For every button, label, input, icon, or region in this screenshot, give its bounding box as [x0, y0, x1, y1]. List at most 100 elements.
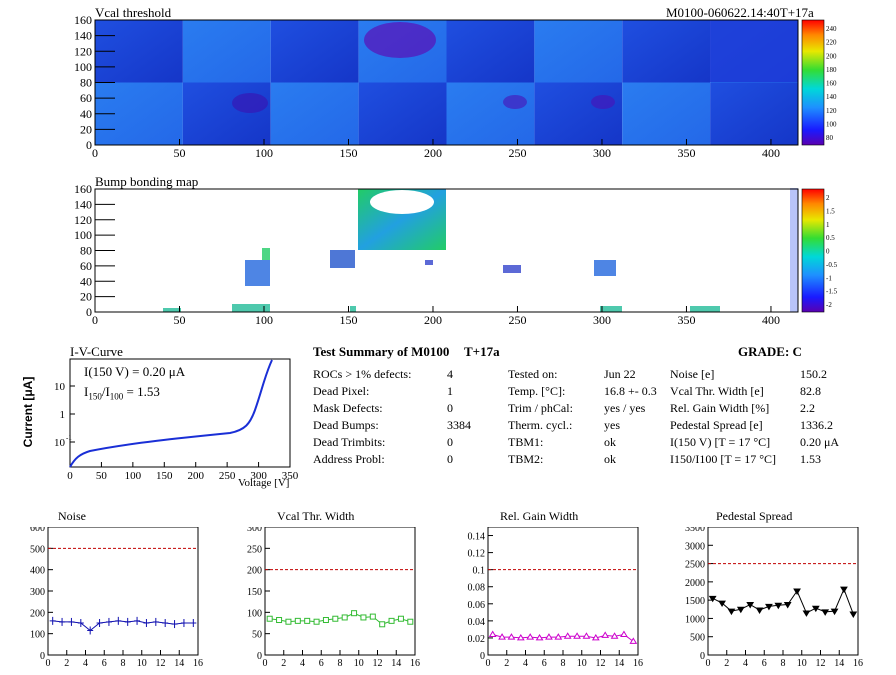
- data-point: [755, 607, 764, 614]
- iv-y-tick-exponent: -1: [66, 434, 72, 442]
- series-line: [712, 587, 854, 615]
- series-line: [52, 620, 194, 632]
- y-tick-label: 200: [247, 566, 262, 577]
- x-tick-label: 14: [174, 658, 184, 669]
- iv-x-tick-label: 50: [96, 470, 108, 482]
- iv-x-tick-label: 100: [125, 470, 142, 482]
- y-tick-label: 400: [30, 566, 45, 577]
- x-tick-label: 50: [173, 146, 185, 160]
- roc-plot-title: Pedestal Spread: [716, 509, 793, 523]
- iv-y-tick-label: 10: [54, 437, 66, 449]
- data-point: [304, 617, 311, 624]
- y-tick-label: 0.06: [468, 600, 486, 611]
- bump-cluster: [232, 304, 270, 312]
- y-tick-label: 500: [30, 544, 45, 555]
- roc-plot: 0 2 4 6 8 10 12 14 16 0 100 200 300 400 500 600: [30, 527, 203, 669]
- vcal-roc-tile: [534, 20, 623, 83]
- summary-value: 16.8 +- 0.3: [604, 384, 657, 398]
- x-tick-label: 8: [781, 658, 786, 669]
- bump-map-plot: 0 50 100 150 200 250 300 350 4000204060801001201…: [74, 182, 838, 327]
- bump-cluster: [594, 260, 616, 276]
- y-tick-label: 250: [247, 544, 262, 555]
- data-point: [610, 632, 619, 639]
- y-tick-label: 140: [74, 197, 92, 211]
- summary-label: TBM2:: [508, 452, 544, 466]
- y-tick-label: 100: [30, 630, 45, 641]
- x-tick-label: 4: [523, 658, 528, 669]
- summary-value: 0: [447, 452, 453, 466]
- bump-white-blob: [370, 190, 434, 214]
- vcal-palette: [801, 19, 825, 146]
- data-point: [516, 633, 525, 641]
- data-point: [783, 602, 792, 609]
- x-tick-label: 16: [410, 658, 420, 669]
- x-tick-label: 8: [121, 658, 126, 669]
- data-point: [573, 632, 581, 639]
- data-point: [535, 633, 544, 641]
- summary-value: 3384: [447, 418, 471, 432]
- data-point: [582, 632, 591, 639]
- x-tick-label: 16: [853, 658, 863, 669]
- x-tick-label: 12: [816, 658, 826, 669]
- vcal-hot-region: [364, 22, 436, 58]
- y-tick-label: 0: [480, 651, 485, 662]
- data-point: [294, 617, 301, 624]
- x-tick-label: 6: [762, 658, 767, 669]
- summary-label: Therm. cycl.:: [508, 418, 573, 432]
- palette-tick-label: 1.5: [826, 207, 835, 215]
- summary-value: 0.20 μA: [800, 435, 840, 449]
- roc-plot-frame: [264, 527, 416, 656]
- data-point: [765, 603, 773, 611]
- data-point: [591, 633, 600, 641]
- palette-tick-label: 200: [826, 52, 837, 60]
- iv-ratio-sub2: 100: [109, 391, 124, 402]
- vcal-map-title: Vcal threshold: [95, 5, 172, 20]
- summary-label: I(150 V) [T = 17 °C]: [670, 435, 771, 449]
- x-tick-label: 6: [319, 658, 324, 669]
- y-tick-label: 140: [74, 29, 92, 43]
- palette-tick-label: 2: [826, 194, 830, 202]
- x-tick-label: 6: [542, 658, 547, 669]
- summary-label: Mask Defects:: [313, 401, 383, 415]
- x-tick-label: 350: [677, 146, 695, 160]
- bump-cluster: [350, 306, 356, 312]
- y-tick-label: 0.1: [473, 566, 486, 577]
- iv-x-tick-label: 300: [250, 470, 267, 482]
- bump-cluster: [690, 306, 720, 312]
- y-tick-label: 120: [74, 44, 92, 58]
- data-point: [351, 610, 358, 617]
- x-tick-label: 400: [762, 313, 780, 327]
- x-tick-label: 10: [137, 658, 147, 669]
- y-tick-label: 80: [80, 244, 92, 258]
- data-point: [718, 600, 726, 608]
- y-tick-label: 150: [247, 587, 262, 598]
- vcal-dark-roc: [710, 20, 798, 82]
- roc-plot: 0 2 4 6 8 10 12 14 16 0 0.02 0.04 0.06 0.08 0.1 0.12 0.1…: [468, 527, 643, 669]
- y-tick-label: 1500: [685, 596, 705, 607]
- palette-tick-label: 0.5: [826, 234, 835, 242]
- iv-x-tick-label: 0: [67, 470, 73, 482]
- data-point: [332, 615, 339, 622]
- summary-label: Noise [e]: [670, 367, 715, 381]
- y-tick-label: 2500: [685, 560, 705, 571]
- summary-value: yes / yes: [604, 401, 646, 415]
- data-point: [554, 633, 563, 640]
- vcal-roc-tile: [182, 20, 271, 83]
- iv-x-tick-label: 250: [219, 470, 236, 482]
- bump-map-title: Bump bonding map: [95, 174, 199, 189]
- bump-frame: [94, 188, 799, 313]
- summary-label: TBM1:: [508, 435, 544, 449]
- summary-value: 1: [447, 384, 453, 398]
- bump-cluster: [262, 248, 270, 260]
- x-tick-label: 150: [339, 313, 357, 327]
- data-point: [840, 586, 848, 594]
- data-point: [736, 606, 745, 614]
- x-tick-label: 12: [373, 658, 383, 669]
- data-point: [388, 617, 395, 624]
- y-tick-label: 40: [80, 107, 92, 121]
- summary-value: 0: [447, 401, 453, 415]
- data-point: [629, 637, 638, 644]
- vcal-roc-tile: [622, 82, 711, 145]
- iv-x-tick-label: 350: [282, 470, 299, 482]
- x-tick-label: 300: [593, 146, 611, 160]
